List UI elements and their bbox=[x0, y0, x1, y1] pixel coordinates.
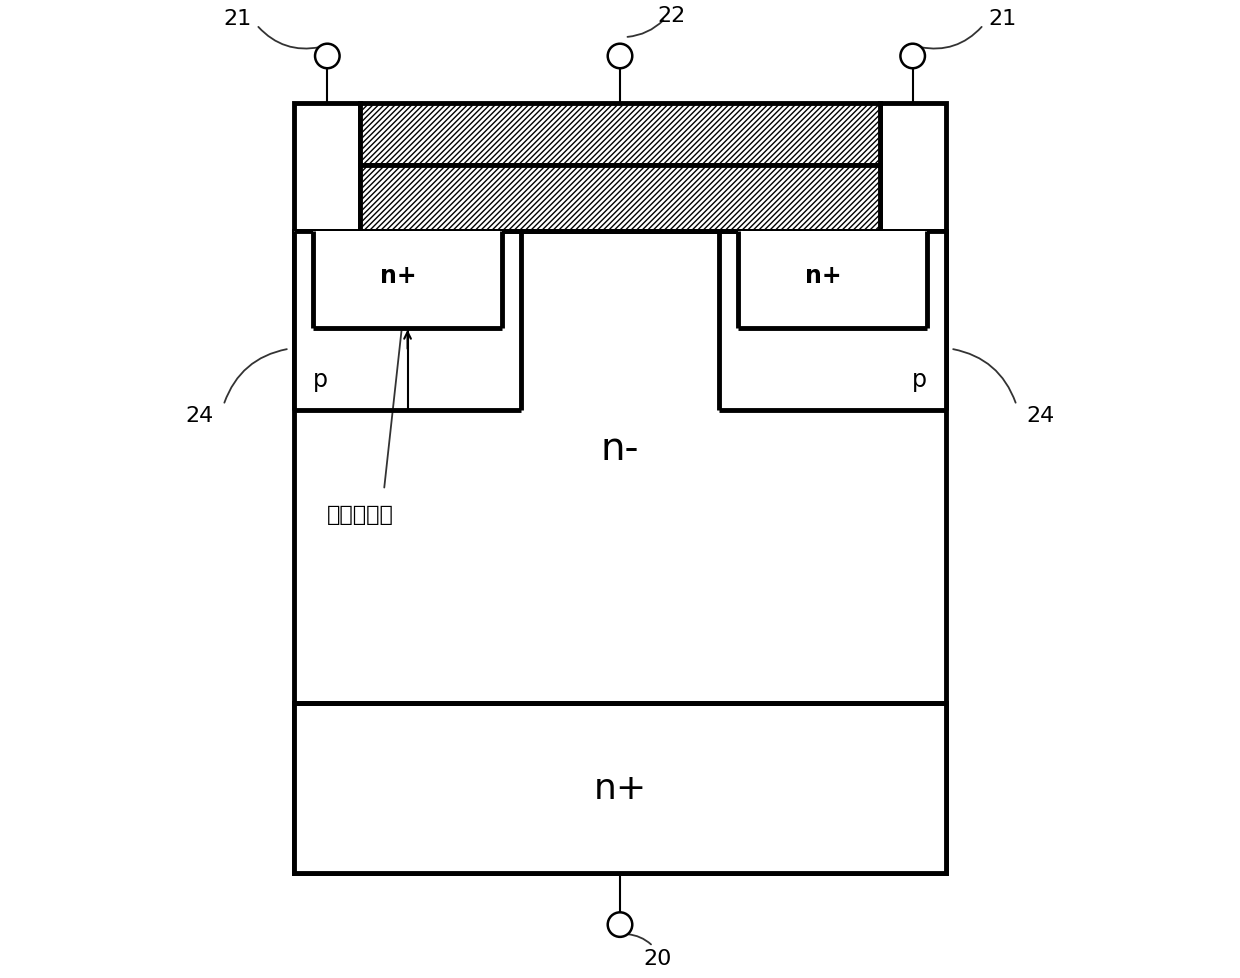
Bar bbox=[294, 104, 361, 232]
Bar bbox=[361, 104, 879, 165]
Bar bbox=[879, 104, 946, 232]
Bar bbox=[361, 165, 879, 232]
Bar bbox=[294, 232, 521, 411]
Circle shape bbox=[315, 45, 340, 69]
Text: 24: 24 bbox=[186, 405, 215, 425]
Bar bbox=[294, 703, 946, 872]
Text: 24: 24 bbox=[1025, 405, 1054, 425]
Text: n+: n+ bbox=[379, 263, 417, 288]
Text: n-: n- bbox=[600, 429, 640, 467]
Text: 寄生三极管: 寄生三极管 bbox=[327, 505, 394, 524]
Text: 21: 21 bbox=[988, 9, 1017, 29]
Bar bbox=[294, 232, 946, 872]
Text: p: p bbox=[911, 368, 926, 392]
Bar bbox=[719, 232, 946, 411]
Text: 21: 21 bbox=[223, 9, 252, 29]
Bar bbox=[738, 232, 926, 329]
Bar bbox=[314, 232, 502, 329]
Text: 20: 20 bbox=[644, 949, 672, 968]
Text: 22: 22 bbox=[657, 7, 686, 26]
Text: n+: n+ bbox=[594, 771, 646, 805]
Circle shape bbox=[900, 45, 925, 69]
Text: p: p bbox=[314, 368, 329, 392]
Circle shape bbox=[608, 912, 632, 937]
Circle shape bbox=[608, 45, 632, 69]
Text: n+: n+ bbox=[805, 263, 841, 288]
